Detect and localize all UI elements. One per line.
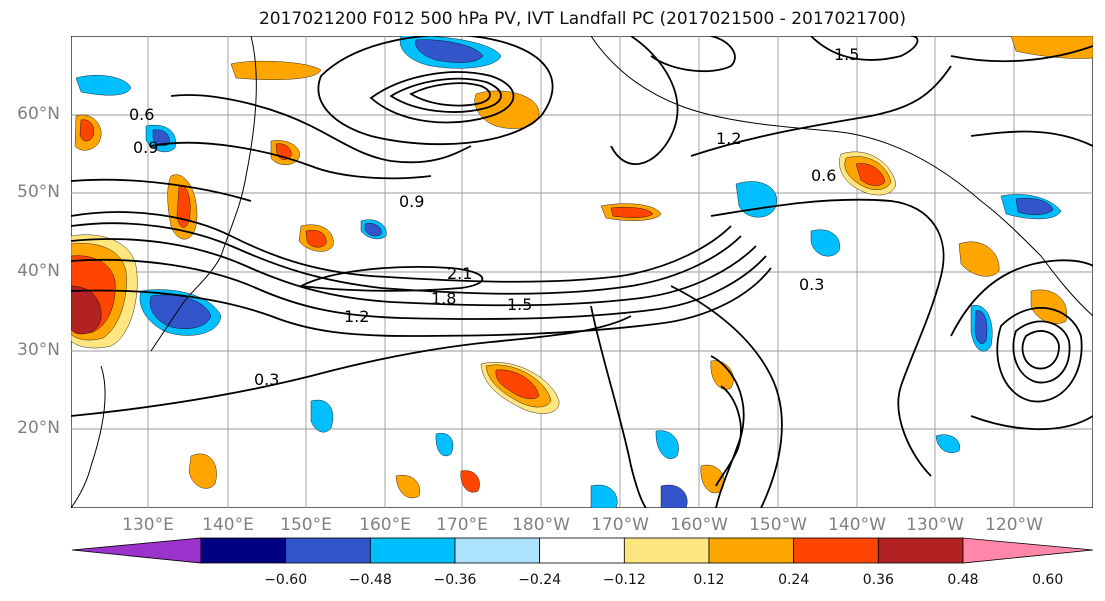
lat-label: 20°N bbox=[17, 418, 60, 438]
colorbar-tick-label: 0.60 bbox=[1032, 572, 1064, 588]
colorbar-segment bbox=[285, 537, 371, 564]
lon-label: 140°E bbox=[202, 515, 254, 535]
colorbar-segment bbox=[369, 537, 456, 564]
contour-label: 0.6 bbox=[129, 105, 154, 124]
colorbar-extend-max bbox=[962, 537, 1094, 564]
colorbar-tick-label: 0.48 bbox=[947, 572, 979, 588]
contour-label: 0.9 bbox=[399, 192, 424, 211]
contour-label: 0.9 bbox=[133, 138, 158, 157]
map-panel: 0.3 0.6 0.9 1.2 1.5 1.8 2.1 0.3 0.6 0.9 … bbox=[71, 36, 1093, 508]
contour-label: 1.5 bbox=[507, 295, 532, 314]
contour-label: 1.2 bbox=[716, 129, 741, 148]
lon-label: 170°W bbox=[591, 515, 649, 535]
colorbar-extend-min bbox=[71, 537, 202, 564]
colorbar-tick-label: −0.48 bbox=[348, 572, 392, 588]
lon-label: 130°W bbox=[906, 515, 964, 535]
lon-label: 120°W bbox=[985, 515, 1043, 535]
colorbar-tick-label: −0.24 bbox=[518, 572, 562, 588]
colorbar-tick-label: 0.12 bbox=[693, 572, 725, 588]
graticule bbox=[71, 36, 1093, 508]
lat-label: 30°N bbox=[17, 340, 60, 360]
colorbar-tick-label: −0.36 bbox=[433, 572, 477, 588]
colorbar-tick-label: −0.60 bbox=[264, 572, 308, 588]
contour-label: 1.2 bbox=[344, 307, 369, 326]
contour-label: 1.8 bbox=[431, 289, 456, 308]
contour-label: 1.5 bbox=[834, 45, 859, 64]
contour-label: 0.3 bbox=[254, 370, 279, 389]
colorbar-segment bbox=[708, 537, 795, 564]
colorbar-segment bbox=[623, 537, 710, 564]
coastlines bbox=[71, 36, 1093, 508]
lon-label: 160°W bbox=[670, 515, 728, 535]
pv-contours bbox=[71, 36, 1093, 508]
lon-label: 140°W bbox=[828, 515, 886, 535]
lon-label: 150°W bbox=[749, 515, 807, 535]
lon-label: 180°W bbox=[512, 515, 570, 535]
lat-label: 40°N bbox=[17, 261, 60, 281]
lon-label: 160°E bbox=[359, 515, 411, 535]
colorbar-segment bbox=[200, 537, 287, 564]
contour-label: 2.1 bbox=[447, 264, 472, 283]
lon-label: 130°E bbox=[122, 515, 174, 535]
contour-label: 0.6 bbox=[811, 166, 836, 185]
colorbar-tick-label: 0.36 bbox=[862, 572, 894, 588]
contour-label: 0.3 bbox=[799, 275, 824, 294]
colorbar-segment bbox=[877, 537, 964, 564]
colorbar-segment bbox=[793, 537, 879, 564]
lat-label: 50°N bbox=[17, 182, 60, 202]
colorbar-segment bbox=[539, 537, 625, 564]
colorbar-segment bbox=[454, 537, 541, 564]
colorbar bbox=[71, 537, 1094, 564]
lat-label: 60°N bbox=[17, 104, 60, 124]
colorbar-tick-label: −0.12 bbox=[602, 572, 646, 588]
lon-label: 150°E bbox=[280, 515, 332, 535]
map-title: 2017021200 F012 500 hPa PV, IVT Landfall… bbox=[258, 9, 906, 29]
lon-label: 170°E bbox=[436, 515, 488, 535]
colorbar-tick-label: 0.24 bbox=[778, 572, 810, 588]
shaded-anomalies bbox=[71, 36, 1093, 508]
